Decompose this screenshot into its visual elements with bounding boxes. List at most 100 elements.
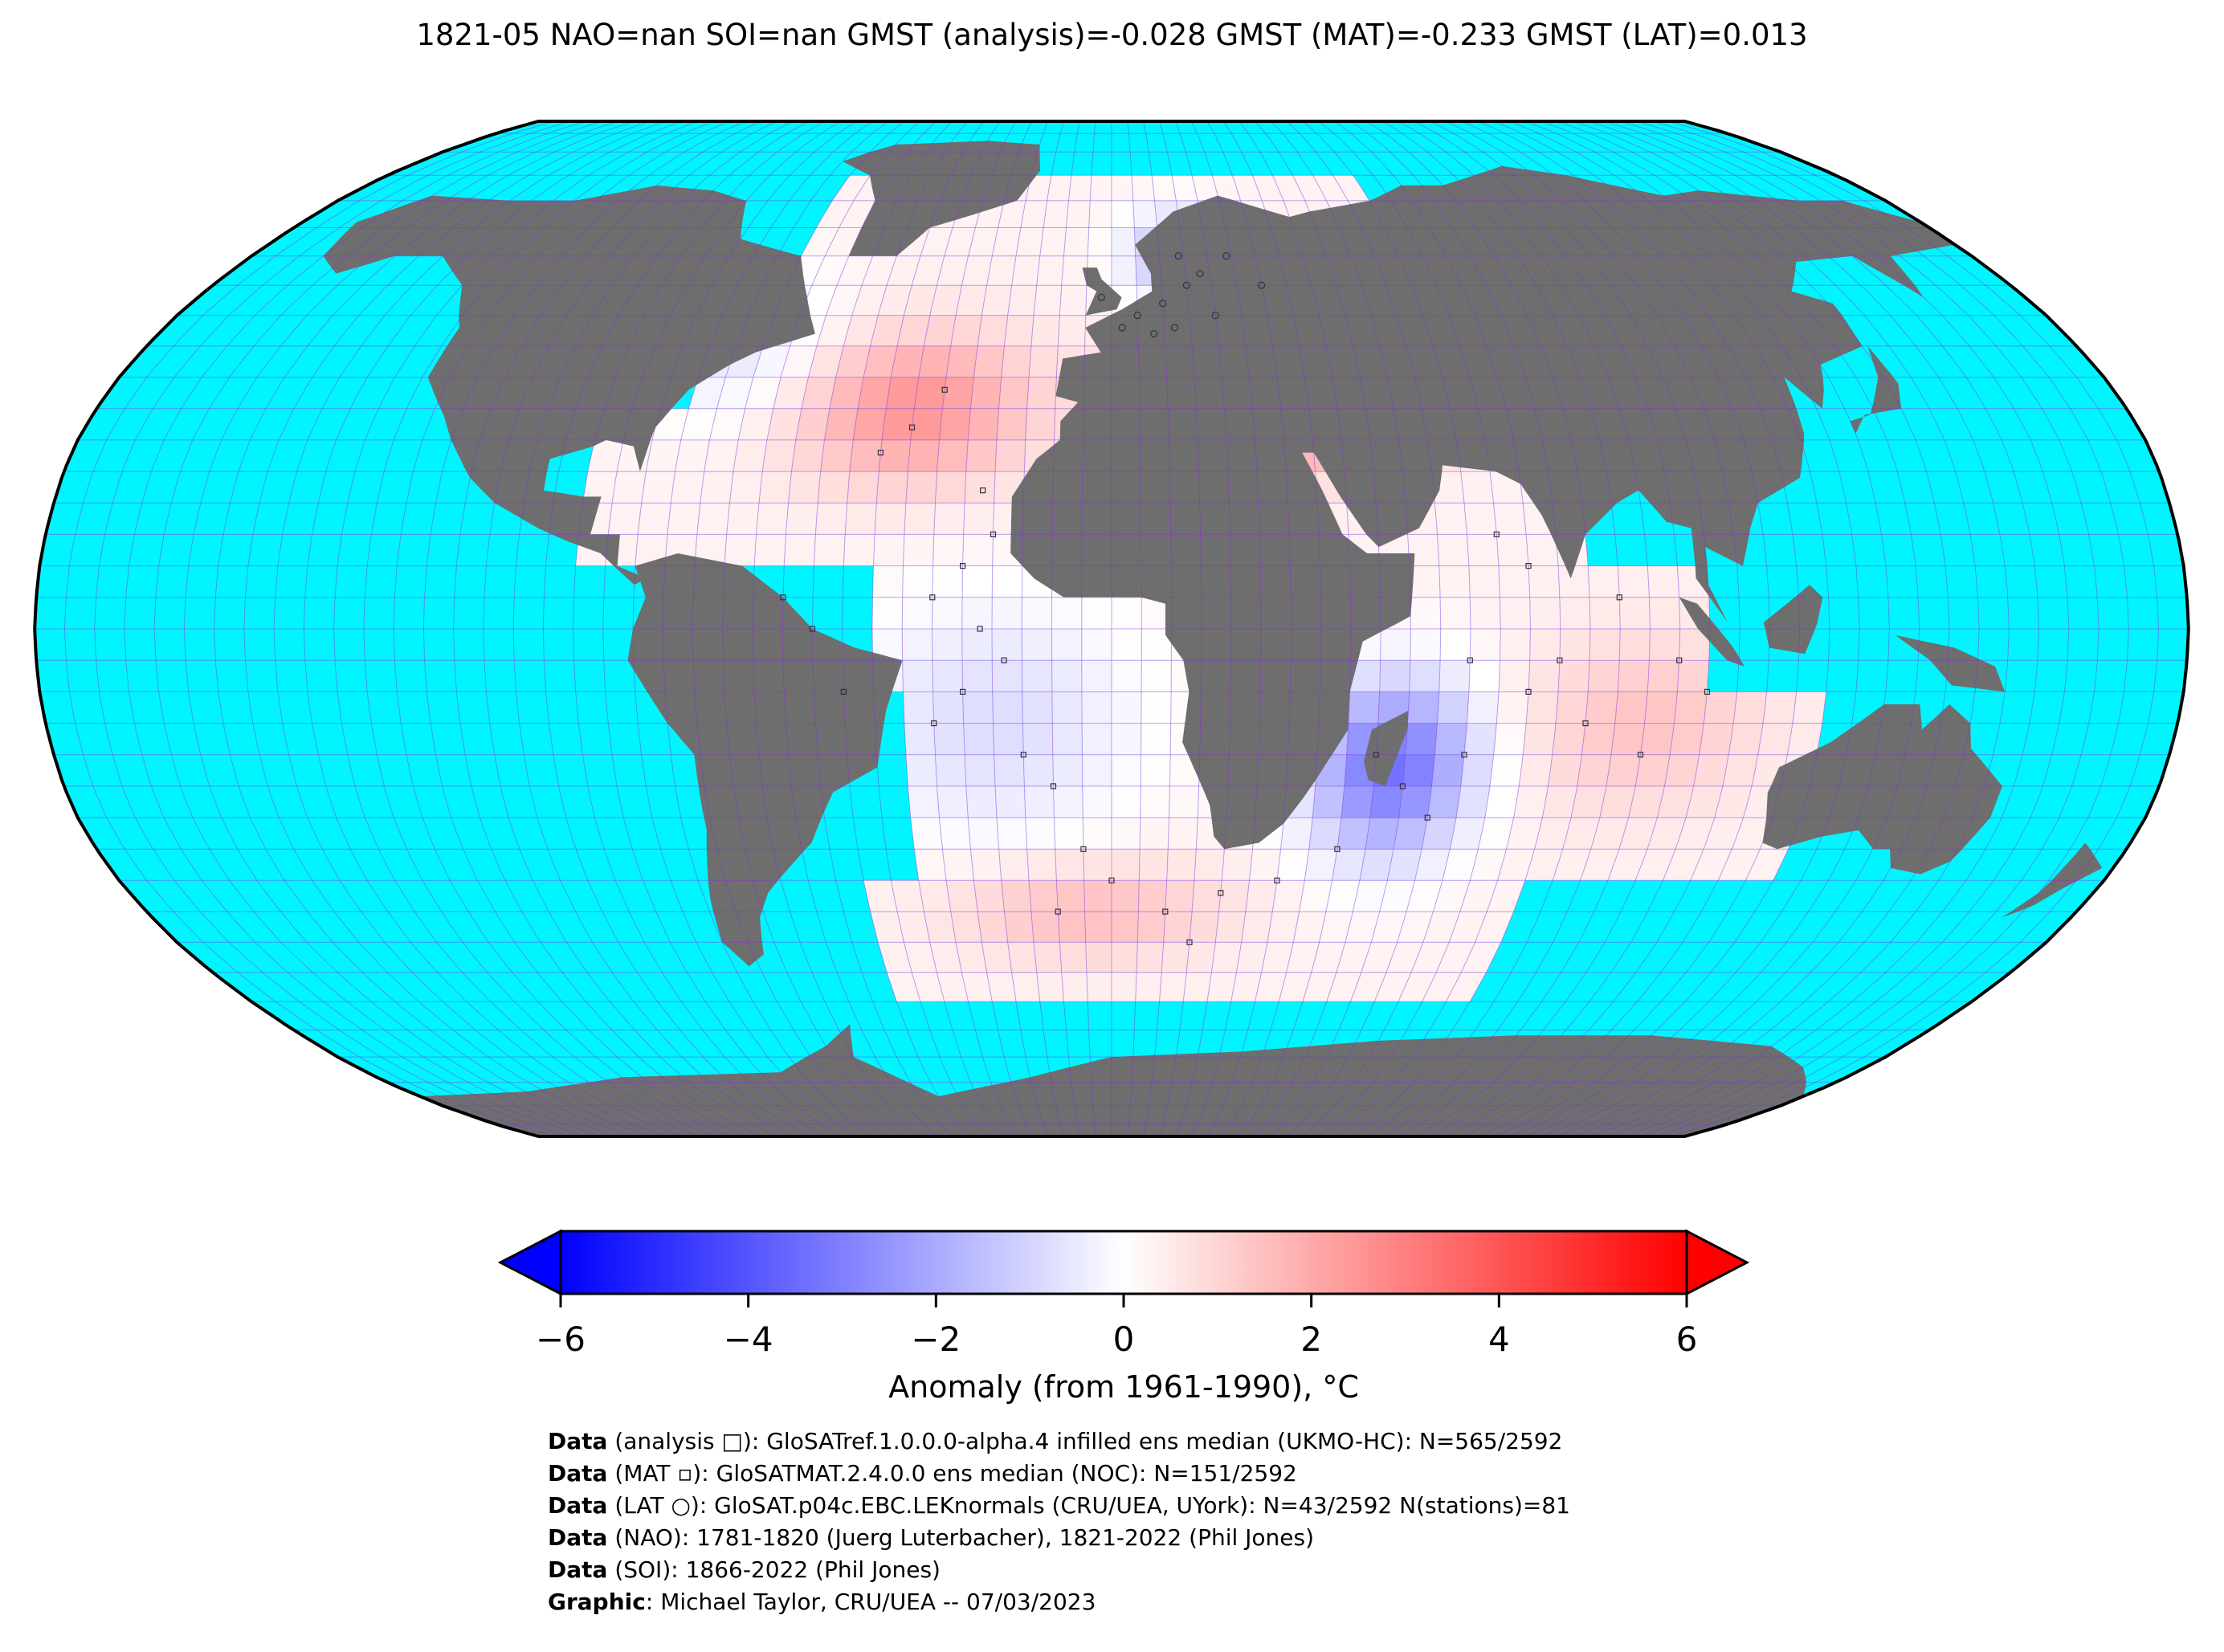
anomaly-cell — [1607, 849, 1648, 881]
analysis-marker — [1162, 908, 1169, 915]
land-station-marker — [1211, 312, 1219, 320]
anomaly-cell — [1082, 754, 1112, 786]
anomaly-cell — [1437, 691, 1469, 724]
graticule-meridian — [303, 121, 682, 1136]
graticule-meridian — [901, 121, 1001, 1136]
anomaly-cell — [1241, 912, 1273, 943]
anomaly-cell — [1011, 972, 1040, 1002]
anomaly-cell — [849, 439, 882, 472]
anomaly-cell — [1745, 849, 1789, 881]
graticule-meridian — [1270, 121, 1412, 1136]
anomaly-cell — [1409, 660, 1441, 692]
anomaly-cell — [924, 912, 956, 943]
graticule-meridian — [991, 121, 1049, 1136]
data-credits: Data (analysis □): GloSATref.1.0.0.0-alp… — [548, 1426, 1570, 1618]
anomaly-cell — [1649, 629, 1680, 661]
anomaly-cell — [1618, 565, 1650, 598]
anomaly-cell — [1023, 754, 1054, 786]
anomaly-cell — [1112, 629, 1142, 661]
anomaly-cell — [905, 471, 937, 504]
colorbar-extend-high — [1685, 1229, 1750, 1296]
anomaly-cell — [1386, 942, 1423, 973]
anomaly-cell — [1029, 880, 1059, 912]
anomaly-cell — [887, 255, 920, 286]
anomaly-cell — [824, 408, 858, 440]
anomaly-cell — [994, 754, 1025, 786]
anomaly-cell — [879, 439, 911, 472]
anomaly-cell — [1039, 227, 1067, 256]
anomaly-cell — [981, 285, 1012, 316]
graticule-meridian — [1541, 121, 1920, 1136]
anomaly-cell — [762, 439, 796, 472]
anomaly-cell — [1022, 597, 1052, 629]
graticule-meridian — [1051, 121, 1080, 1136]
colorbar-extend-low — [497, 1229, 562, 1296]
anomaly-cell — [904, 503, 936, 535]
anomaly-cell — [1580, 849, 1619, 881]
anomaly-cell — [1054, 818, 1083, 850]
anomaly-cell — [1232, 175, 1263, 201]
graticule-meridian — [1174, 121, 1232, 1136]
anomaly-cell — [1649, 597, 1680, 629]
anomaly-cell — [1619, 818, 1658, 850]
anomaly-cell — [961, 972, 993, 1002]
madagascar-landmass — [1364, 710, 1409, 786]
anomaly-cell — [992, 597, 1022, 629]
anomaly-cell — [965, 785, 997, 818]
anomaly-cell — [829, 377, 864, 409]
land-station-marker — [1182, 281, 1190, 289]
graticule-meridian — [662, 121, 873, 1136]
anomaly-cell — [1433, 880, 1471, 912]
anomaly-cell — [1082, 785, 1112, 818]
anomaly-cell — [876, 471, 908, 504]
anomaly-cell — [1053, 785, 1083, 818]
anomaly-cell — [1461, 942, 1501, 973]
graticule-meridian — [602, 121, 842, 1136]
anomaly-cell — [1379, 880, 1415, 912]
anomaly-cell — [962, 691, 994, 724]
anomaly-cell — [961, 255, 993, 286]
anomaly-cell — [1559, 629, 1590, 661]
anomaly-cell — [891, 880, 924, 912]
anomaly-cell — [1112, 972, 1137, 1002]
graticule-meridian — [273, 121, 667, 1136]
page-title: 1821-05 NAO=nan SOI=nan GMST (analysis)=… — [416, 18, 1808, 52]
colorbar-tick-label: 4 — [1488, 1320, 1510, 1359]
anomaly-cell — [935, 471, 966, 504]
anomaly-cell — [897, 912, 930, 943]
anomaly-cell — [1523, 723, 1557, 755]
analysis-marker — [1676, 657, 1683, 663]
anomaly-cell — [1345, 912, 1380, 943]
graticule-meridian — [124, 121, 587, 1136]
anomaly-cell — [1677, 660, 1709, 692]
anomaly-cell — [863, 880, 897, 912]
anomaly-cell — [745, 377, 781, 409]
analysis-marker — [1055, 908, 1061, 915]
anomaly-cell — [1467, 534, 1499, 566]
anomaly-cell — [1112, 942, 1138, 973]
anomaly-cell — [704, 439, 739, 472]
anomaly-cell — [897, 315, 930, 346]
land-station-marker — [1196, 270, 1204, 278]
anomaly-cell — [1025, 408, 1055, 440]
graticule-meridian — [363, 121, 714, 1136]
anomaly-cell — [993, 723, 1024, 755]
graticule-meridian — [1318, 121, 1501, 1136]
anomaly-cell — [1442, 849, 1479, 881]
antarctica-landmass — [420, 1024, 1806, 1136]
graticule-meridian — [1477, 121, 1801, 1136]
anomaly-cell — [816, 200, 854, 228]
analysis-marker — [840, 688, 847, 695]
new-zealand-landmass — [2001, 842, 2103, 918]
graticule-meridian — [1668, 121, 2160, 1136]
analysis-marker — [1218, 890, 1224, 896]
colorbar: −6 −4 −2 0 2 4 6 Anomaly (from 1961-1990), °C — [497, 1229, 1750, 1405]
analysis-marker — [1461, 752, 1467, 758]
anomaly-cell — [818, 471, 850, 504]
anomaly-cell — [667, 503, 700, 535]
anomaly-cell — [902, 660, 933, 692]
anomaly-cell — [1699, 723, 1734, 755]
anomaly-cell — [968, 818, 999, 850]
anomaly-cell — [1088, 227, 1112, 256]
anomaly-cell — [1663, 849, 1704, 881]
